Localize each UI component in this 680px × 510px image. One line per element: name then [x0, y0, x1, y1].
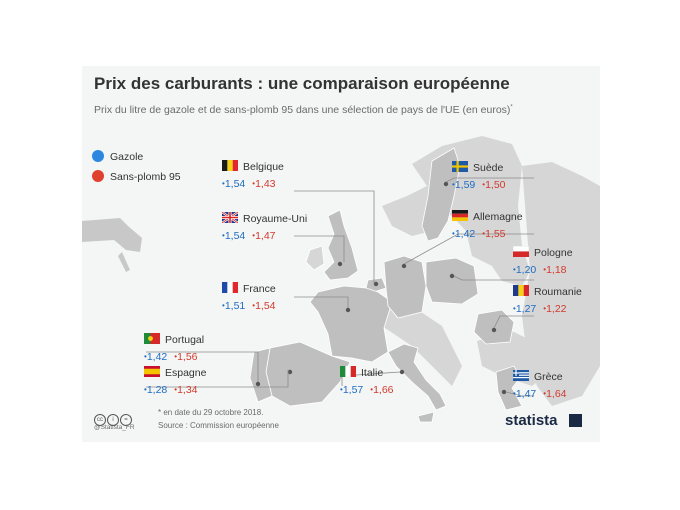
social-handle: @Statista_FR: [94, 424, 135, 431]
map-poland: [425, 257, 479, 305]
flag-spain-icon: [144, 366, 160, 377]
map-portugal: [249, 347, 273, 403]
country-label-france: France •1,51 •1,54: [222, 282, 276, 312]
flag-romania-icon: [513, 285, 529, 296]
country-label-allemagne: Allemagne •1,42 •1,55: [452, 210, 523, 240]
license-icons: cc i =: [94, 408, 133, 426]
map-uk: [323, 209, 359, 281]
map-france: [309, 285, 393, 363]
flag-belgium-icon: [222, 160, 238, 171]
footnote: * en date du 29 octobre 2018.: [158, 408, 264, 417]
brand-mark-icon: [569, 414, 582, 427]
map-ireland: [305, 245, 325, 271]
flag-italy-icon: [340, 366, 356, 377]
page-subtitle: Prix du litre de gazole et de sans-plomb…: [94, 104, 513, 116]
country-label-roumanie: Roumanie •1,27 •1,22: [513, 285, 582, 315]
leader-lines: [146, 177, 534, 397]
creative-commons-icon: cc: [94, 414, 106, 426]
country-label-portugal: Portugal •1,42 •1,56: [144, 333, 205, 363]
country-label-pologne: Pologne •1,20 •1,18: [513, 246, 573, 276]
map-italy: [387, 343, 447, 411]
flag-sweden-icon: [452, 161, 468, 172]
flag-poland-icon: [513, 246, 529, 257]
attribution-icon: i: [107, 414, 119, 426]
map-sicily: [417, 411, 435, 423]
map-germany: [383, 255, 427, 319]
europe-map: [82, 136, 600, 423]
source-note: Source : Commission européenne: [158, 421, 279, 430]
no-derivatives-icon: =: [120, 414, 132, 426]
country-label-suede: Suède •1,59 •1,50: [452, 161, 506, 191]
flag-france-icon: [222, 282, 238, 293]
flag-portugal-icon: [144, 333, 160, 344]
legend-item-sp95: Sans-plomb 95: [92, 170, 181, 183]
brand-logo: statista: [505, 412, 558, 429]
country-label-belgique: Belgique •1,54 •1,43: [222, 160, 284, 190]
flag-greece-icon: [513, 370, 529, 381]
country-label-royaume-uni: Royaume-Uni •1,54 •1,47: [222, 212, 308, 242]
country-label-espagne: Espagne •1,28 •1,34: [144, 366, 207, 396]
legend-item-diesel: Gazole: [92, 150, 143, 163]
flag-uk-icon: [222, 212, 238, 223]
country-label-grece: Grèce •1,47 •1,64: [513, 370, 567, 400]
diesel-dot-icon: [92, 150, 104, 162]
flag-germany-icon: [452, 210, 468, 221]
page-title: Prix des carburants : une comparaison eu…: [94, 74, 510, 93]
fuel-nozzle-icon: [82, 218, 142, 252]
sp95-dot-icon: [92, 170, 104, 182]
map-romania: [473, 309, 515, 345]
map-sweden: [421, 147, 461, 242]
country-label-italie: Italie •1,57 •1,66: [340, 366, 394, 396]
